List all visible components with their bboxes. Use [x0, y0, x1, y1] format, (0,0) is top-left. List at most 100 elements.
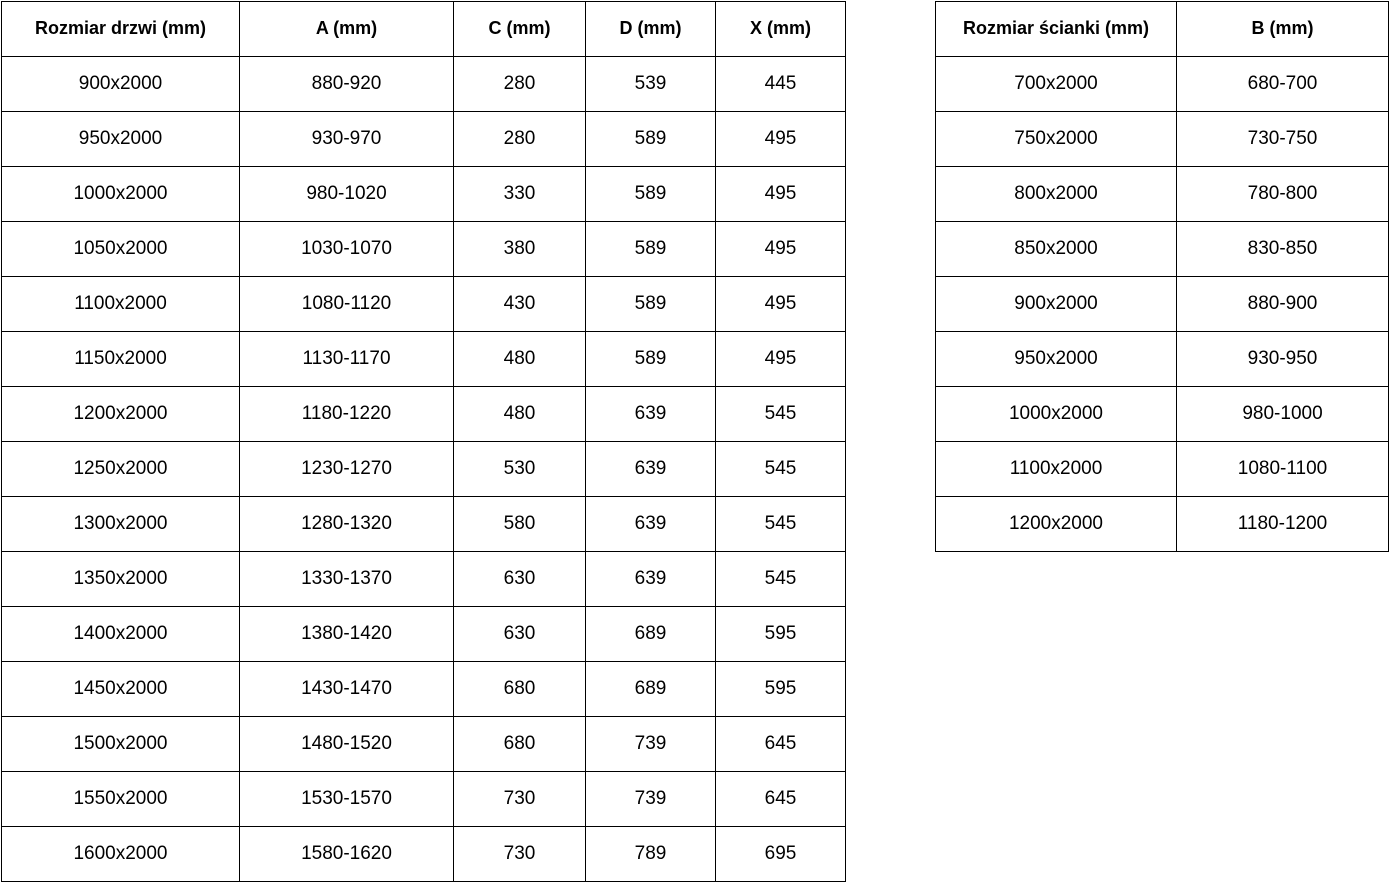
- cell-x: 495: [715, 221, 846, 277]
- cell-c: 480: [453, 386, 586, 442]
- cell-a: 1280-1320: [239, 496, 454, 552]
- cell-a: 1480-1520: [239, 716, 454, 772]
- table-row: 850x2000 830-850: [935, 221, 1389, 277]
- cell-x: 545: [715, 496, 846, 552]
- table-row: 1050x2000 1030-1070 380 589 495: [1, 221, 846, 277]
- cell-a: 1330-1370: [239, 551, 454, 607]
- table-row: 1200x2000 1180-1200: [935, 496, 1389, 552]
- column-header-door-size: Rozmiar drzwi (mm): [1, 1, 240, 57]
- cell-c: 330: [453, 166, 586, 222]
- cell-x: 695: [715, 826, 846, 882]
- cell-b: 980-1000: [1176, 386, 1389, 442]
- cell-d: 639: [585, 386, 716, 442]
- cell-door-size: 1100x2000: [1, 276, 240, 332]
- cell-x: 495: [715, 166, 846, 222]
- cell-b: 780-800: [1176, 166, 1389, 222]
- door-table-body: 900x2000 880-920 280 539 445 950x2000 93…: [1, 56, 846, 882]
- cell-a: 980-1020: [239, 166, 454, 222]
- column-header-x: X (mm): [715, 1, 846, 57]
- cell-a: 880-920: [239, 56, 454, 112]
- table-header-row: Rozmiar ścianki (mm) B (mm): [935, 1, 1389, 57]
- cell-d: 589: [585, 111, 716, 167]
- cell-d: 589: [585, 221, 716, 277]
- cell-x: 645: [715, 716, 846, 772]
- table-row: 1100x2000 1080-1100: [935, 441, 1389, 497]
- table-row: 1000x2000 980-1020 330 589 495: [1, 166, 846, 222]
- table-row: 700x2000 680-700: [935, 56, 1389, 112]
- cell-c: 630: [453, 606, 586, 662]
- table-row: 900x2000 880-900: [935, 276, 1389, 332]
- table-row: 1250x2000 1230-1270 530 639 545: [1, 441, 846, 497]
- cell-door-size: 1250x2000: [1, 441, 240, 497]
- cell-d: 639: [585, 441, 716, 497]
- cell-c: 580: [453, 496, 586, 552]
- cell-c: 680: [453, 716, 586, 772]
- cell-a: 1080-1120: [239, 276, 454, 332]
- cell-door-size: 1000x2000: [1, 166, 240, 222]
- wall-panel-dimensions-table: Rozmiar ścianki (mm) B (mm) 700x2000 680…: [935, 1, 1389, 552]
- cell-d: 739: [585, 716, 716, 772]
- cell-c: 680: [453, 661, 586, 717]
- cell-wall-size: 1000x2000: [935, 386, 1177, 442]
- table-row: 800x2000 780-800: [935, 166, 1389, 222]
- cell-d: 639: [585, 551, 716, 607]
- cell-x: 595: [715, 606, 846, 662]
- table-row: 1450x2000 1430-1470 680 689 595: [1, 661, 846, 717]
- table-row: 750x2000 730-750: [935, 111, 1389, 167]
- cell-d: 639: [585, 496, 716, 552]
- cell-x: 545: [715, 551, 846, 607]
- cell-c: 530: [453, 441, 586, 497]
- column-header-c: C (mm): [453, 1, 586, 57]
- cell-wall-size: 1100x2000: [935, 441, 1177, 497]
- cell-d: 689: [585, 606, 716, 662]
- cell-a: 1180-1220: [239, 386, 454, 442]
- table-row: 1150x2000 1130-1170 480 589 495: [1, 331, 846, 387]
- cell-b: 830-850: [1176, 221, 1389, 277]
- table-row: 950x2000 930-970 280 589 495: [1, 111, 846, 167]
- cell-a: 1580-1620: [239, 826, 454, 882]
- cell-a: 1230-1270: [239, 441, 454, 497]
- cell-door-size: 1400x2000: [1, 606, 240, 662]
- table-row: 1000x2000 980-1000: [935, 386, 1389, 442]
- cell-c: 430: [453, 276, 586, 332]
- cell-b: 680-700: [1176, 56, 1389, 112]
- table-row: 1300x2000 1280-1320 580 639 545: [1, 496, 846, 552]
- cell-c: 730: [453, 771, 586, 827]
- cell-door-size: 1150x2000: [1, 331, 240, 387]
- cell-door-size: 1050x2000: [1, 221, 240, 277]
- wall-table-body: 700x2000 680-700 750x2000 730-750 800x20…: [935, 56, 1389, 552]
- cell-a: 1430-1470: [239, 661, 454, 717]
- wall-table-header: Rozmiar ścianki (mm) B (mm): [935, 1, 1389, 57]
- cell-x: 445: [715, 56, 846, 112]
- cell-b: 730-750: [1176, 111, 1389, 167]
- cell-x: 545: [715, 386, 846, 442]
- cell-door-size: 1200x2000: [1, 386, 240, 442]
- table-row: 1100x2000 1080-1120 430 589 495: [1, 276, 846, 332]
- cell-d: 589: [585, 166, 716, 222]
- cell-c: 280: [453, 56, 586, 112]
- cell-x: 495: [715, 331, 846, 387]
- cell-a: 1130-1170: [239, 331, 454, 387]
- column-header-a: A (mm): [239, 1, 454, 57]
- cell-door-size: 1300x2000: [1, 496, 240, 552]
- cell-door-size: 1600x2000: [1, 826, 240, 882]
- cell-x: 495: [715, 111, 846, 167]
- cell-c: 280: [453, 111, 586, 167]
- cell-x: 495: [715, 276, 846, 332]
- column-header-d: D (mm): [585, 1, 716, 57]
- cell-wall-size: 800x2000: [935, 166, 1177, 222]
- table-row: 950x2000 930-950: [935, 331, 1389, 387]
- cell-c: 480: [453, 331, 586, 387]
- cell-wall-size: 850x2000: [935, 221, 1177, 277]
- door-dimensions-table: Rozmiar drzwi (mm) A (mm) C (mm) D (mm) …: [1, 1, 846, 882]
- cell-a: 1030-1070: [239, 221, 454, 277]
- table-row: 900x2000 880-920 280 539 445: [1, 56, 846, 112]
- cell-d: 739: [585, 771, 716, 827]
- table-row: 1400x2000 1380-1420 630 689 595: [1, 606, 846, 662]
- table-header-row: Rozmiar drzwi (mm) A (mm) C (mm) D (mm) …: [1, 1, 846, 57]
- cell-a: 930-970: [239, 111, 454, 167]
- cell-door-size: 950x2000: [1, 111, 240, 167]
- cell-d: 689: [585, 661, 716, 717]
- cell-c: 730: [453, 826, 586, 882]
- cell-b: 1180-1200: [1176, 496, 1389, 552]
